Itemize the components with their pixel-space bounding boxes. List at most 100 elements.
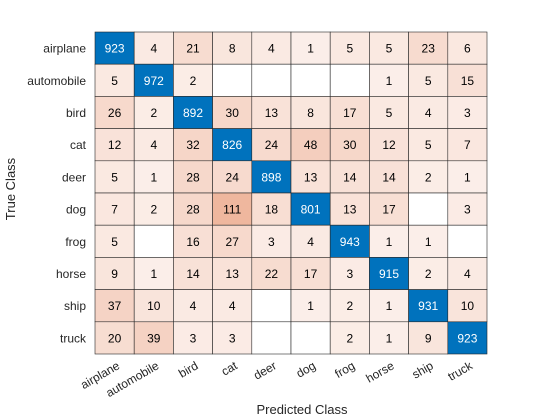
- row-tick-label: dog: [66, 203, 86, 217]
- matrix-cell: [251, 63, 292, 97]
- cell-value-label: 111: [223, 203, 242, 217]
- matrix-cell: [133, 31, 174, 65]
- matrix-cell: [212, 96, 253, 129]
- cell-value-label: 32: [186, 138, 200, 152]
- matrix-cell: [447, 289, 488, 323]
- cell-value-label: 931: [418, 299, 438, 313]
- cell-value-label: 13: [343, 203, 357, 217]
- cell-value-label: 28: [186, 170, 200, 184]
- matrix-cell: [173, 160, 213, 194]
- cell-value-label: 801: [301, 203, 321, 217]
- matrix-cell: [173, 31, 213, 65]
- cell-value-label: 39: [147, 331, 161, 345]
- cell-value-label: 14: [186, 267, 200, 281]
- cell-value-label: 37: [108, 299, 122, 313]
- column-tick-label: ship: [410, 358, 436, 381]
- cell-value-label: 27: [226, 235, 240, 249]
- cell-value-label: 5: [111, 74, 118, 88]
- matrix-cell: [290, 63, 331, 97]
- cell-value-label: 13: [304, 170, 318, 184]
- cell-value-label: 5: [386, 42, 393, 56]
- cell-value-label: 2: [190, 74, 197, 88]
- matrix-cell: [408, 289, 449, 323]
- matrix-cell: [173, 289, 213, 323]
- cell-value-label: 22: [265, 267, 279, 281]
- cell-value-label: 2: [346, 299, 353, 313]
- cell-value-label: 16: [186, 235, 200, 249]
- matrix-cell: [408, 321, 449, 355]
- cell-value-label: 4: [150, 138, 157, 152]
- matrix-cell: [329, 63, 370, 97]
- cell-value-label: 3: [229, 331, 236, 345]
- cell-value-label: 5: [346, 42, 353, 56]
- cell-value-label: 10: [147, 299, 161, 313]
- cell-value-label: 15: [461, 74, 475, 88]
- row-tick-label: truck: [60, 331, 87, 345]
- matrix-cell: [212, 63, 253, 97]
- cell-value-label: 14: [382, 170, 396, 184]
- row-tick-label: cat: [70, 138, 87, 152]
- cell-value-label: 30: [226, 106, 240, 120]
- cell-value-label: 8: [307, 106, 314, 120]
- cell-value-label: 1: [307, 299, 314, 313]
- matrix-cell: [94, 31, 135, 65]
- cell-value-label: 4: [307, 235, 314, 249]
- matrix-cell: [329, 192, 370, 226]
- cell-value-label: 13: [226, 267, 240, 281]
- row-tick-label: horse: [56, 267, 86, 281]
- matrix-cell: [133, 192, 174, 226]
- cell-value-label: 6: [464, 42, 471, 56]
- matrix-cell: [94, 160, 135, 194]
- cell-value-label: 7: [464, 138, 471, 152]
- matrix-cell: [290, 257, 331, 290]
- cell-value-label: 1: [386, 235, 393, 249]
- matrix-cell: [329, 96, 370, 129]
- row-tick-labels: airplane automobile bird cat deer dog frog hors…: [27, 42, 87, 346]
- cell-value-label: 3: [464, 106, 471, 120]
- cell-value-label: 12: [108, 138, 122, 152]
- cell-value-label: 3: [268, 235, 275, 249]
- cell-value-label: 972: [144, 74, 164, 88]
- matrix-cell: [212, 289, 253, 323]
- matrix-cell: [447, 192, 488, 226]
- cell-value-label: 9: [111, 267, 118, 281]
- cell-value-label: 4: [425, 106, 432, 120]
- cell-value-label: 1: [307, 42, 314, 56]
- matrix-cell: [94, 192, 135, 226]
- matrix-cell: [447, 224, 488, 258]
- column-tick-label: dog: [294, 358, 318, 380]
- cell-value-label: 2: [346, 331, 353, 345]
- matrix-cell: [173, 257, 213, 290]
- matrix-cell: [173, 192, 213, 226]
- cell-value-label: 2: [150, 203, 157, 217]
- cell-value-label: 5: [425, 74, 432, 88]
- cell-value-label: 1: [386, 74, 393, 88]
- cell-value-label: 923: [105, 42, 125, 56]
- cell-value-label: 4: [190, 299, 197, 313]
- column-tick-label: horse: [363, 358, 396, 385]
- cell-value-label: 943: [340, 235, 360, 249]
- matrix-cell: [251, 224, 292, 258]
- matrix-cell: [408, 192, 449, 226]
- cell-value-label: 30: [343, 138, 357, 152]
- matrix-cell: [329, 289, 370, 323]
- matrix-cell: [290, 31, 331, 65]
- matrix-cell: [133, 128, 174, 162]
- matrix-cell: [94, 96, 135, 129]
- matrix-cell: [212, 321, 253, 355]
- cell-value-label: 923: [457, 331, 477, 345]
- matrix-cell: [329, 160, 370, 194]
- matrix-cell: [369, 63, 409, 97]
- cell-value-label: 9: [425, 331, 432, 345]
- matrix-cell: [290, 160, 331, 194]
- matrix-cell: [212, 192, 253, 226]
- cell-value-label: 4: [229, 299, 236, 313]
- cell-value-label: 24: [226, 170, 240, 184]
- matrix-cell: [251, 96, 292, 129]
- row-tick-label: automobile: [27, 74, 86, 88]
- matrix-cell: [133, 224, 174, 258]
- cell-value-label: 48: [304, 138, 318, 152]
- matrix-cell: [447, 257, 488, 290]
